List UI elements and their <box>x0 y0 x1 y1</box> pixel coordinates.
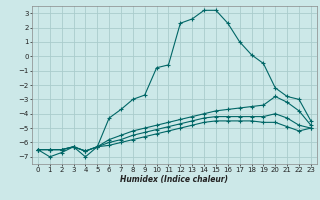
X-axis label: Humidex (Indice chaleur): Humidex (Indice chaleur) <box>120 175 228 184</box>
